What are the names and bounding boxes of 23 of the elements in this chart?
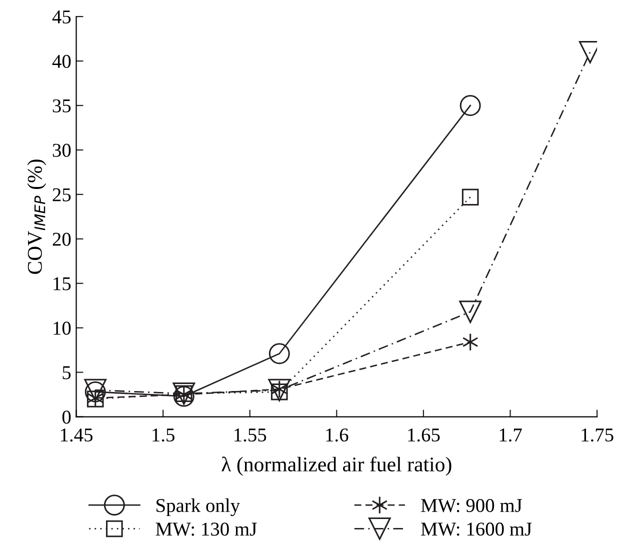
y-tick-label: 35 [52,99,71,112]
y-tick-label: 25 [52,188,71,202]
legend-label: Spark only [156,498,240,516]
x-tick-label: 1.75 [582,428,614,442]
y-tick-label: 5 [62,366,71,380]
y-axis-title: COV$_{IMEP}$ (%) [27,160,46,274]
y-tick-label: 0 [62,410,71,424]
y-tick-label: 40 [52,54,71,68]
y-tick-label: 45 [52,10,71,24]
x-tick-label: 1.65 [408,428,440,442]
y-tick-label: 10 [54,322,71,335]
y-tick-label: 15 [54,277,71,290]
x-tick-label: 1.6 [326,428,348,442]
y-tick-label: 20 [52,232,71,246]
x-tick-label: 1.7 [500,428,522,442]
legend-label: MW: 900 mJ [421,498,522,512]
x-axis-title: λ (normalized air fuel ratio) [222,456,452,476]
x-tick-label: 1.5 [152,428,174,442]
x-tick-label: 1.45 [60,428,93,442]
y-tick-label: 30 [52,144,71,157]
legend-label: MW: 130 mJ [156,522,257,536]
legend-label: MW: 1600 mJ [421,522,532,536]
x-tick-label: 1.55 [234,428,266,442]
